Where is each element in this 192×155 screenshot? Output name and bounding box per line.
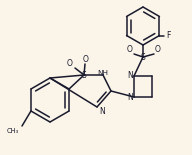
Text: N: N (127, 71, 133, 80)
Text: CH₃: CH₃ (7, 128, 19, 134)
Text: NH: NH (98, 70, 108, 76)
Text: O: O (67, 58, 73, 67)
Text: O: O (83, 55, 89, 64)
Text: S: S (141, 53, 145, 62)
Text: N: N (99, 106, 105, 115)
Text: O: O (155, 46, 161, 55)
Text: O: O (127, 46, 133, 55)
Text: S: S (82, 71, 86, 80)
Text: F: F (166, 31, 171, 40)
Text: N: N (127, 93, 133, 102)
